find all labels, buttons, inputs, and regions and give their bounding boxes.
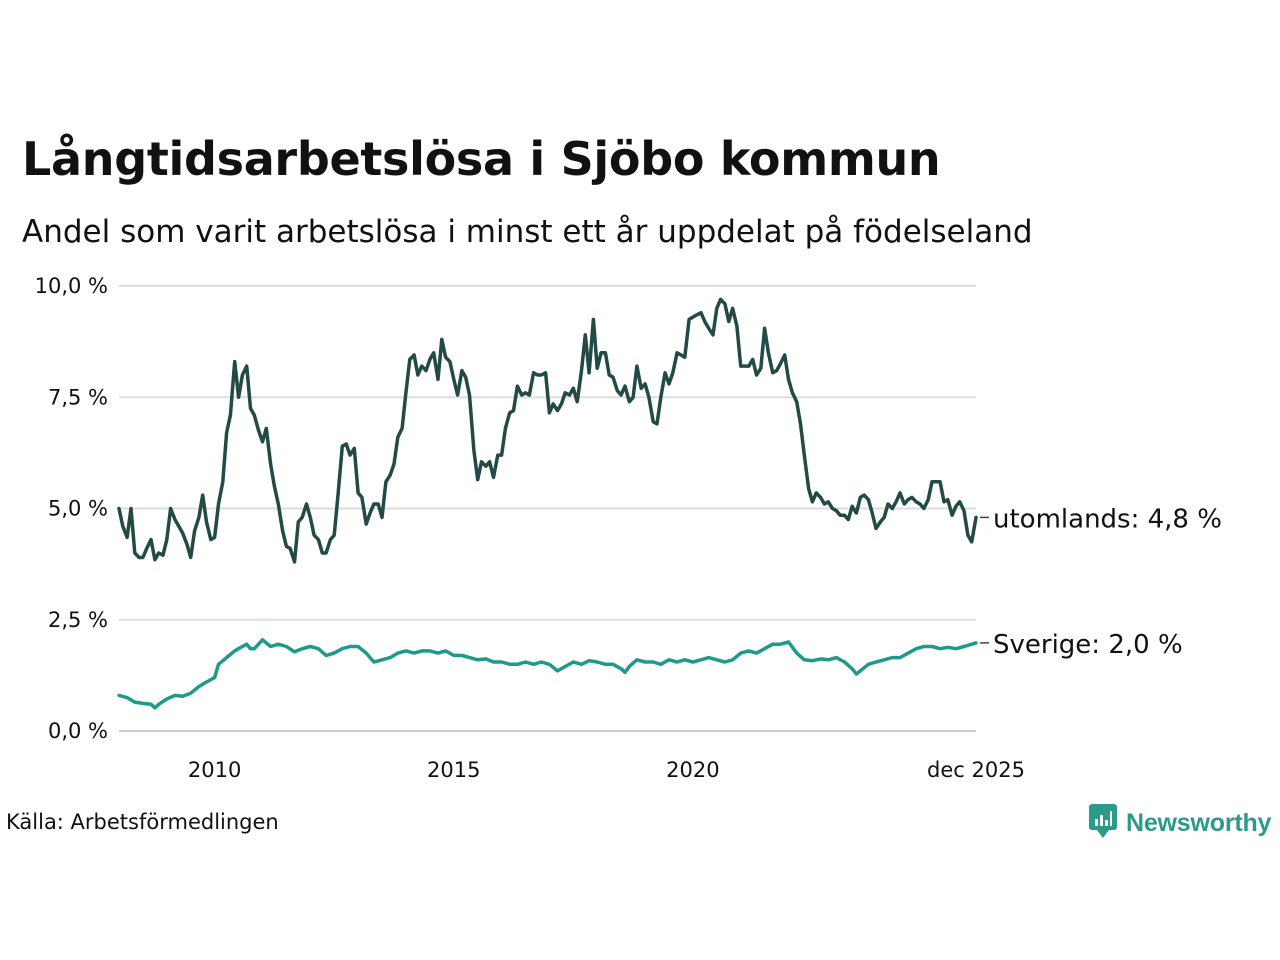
y-tick-label: 7,5 % (48, 385, 108, 409)
x-axis-tick-labels: 2010 2015 2020 dec 2025 (188, 758, 1025, 782)
y-tick-label: 2,5 % (48, 608, 108, 632)
chart-subtitle: Andel som varit arbetslösa i minst ett å… (22, 214, 1033, 250)
chart-title: Långtidsarbetslösa i Sjöbo kommun (22, 132, 941, 186)
end-label-utomlands: utomlands: 4,8 % (993, 504, 1222, 534)
brand-logo[interactable]: Newsworthy (1088, 803, 1271, 843)
bar-chart-speech-bubble-icon (1088, 803, 1118, 843)
end-label-sverige: Sverige: 2,0 % (993, 630, 1183, 660)
series-end-labels: utomlands: 4,8 % Sverige: 2,0 % (980, 504, 1222, 660)
y-tick-label: 10,0 % (35, 274, 108, 298)
y-tick-label: 5,0 % (48, 497, 108, 521)
brand-name: Newsworthy (1126, 808, 1272, 837)
x-tick-label: dec 2025 (927, 758, 1025, 782)
source-note: Källa: Arbetsförmedlingen (6, 810, 279, 834)
y-tick-label: 0,0 % (48, 719, 108, 743)
series-line-sverige (117, 638, 978, 710)
x-tick-label: 2015 (427, 758, 480, 782)
y-axis-tick-labels: 0,0 % 2,5 % 5,0 % 7,5 % 10,0 % (35, 274, 108, 743)
series-line-utomlands (117, 297, 978, 564)
x-tick-label: 2010 (188, 758, 241, 782)
series-lines (117, 297, 978, 710)
x-tick-label: 2020 (666, 758, 719, 782)
